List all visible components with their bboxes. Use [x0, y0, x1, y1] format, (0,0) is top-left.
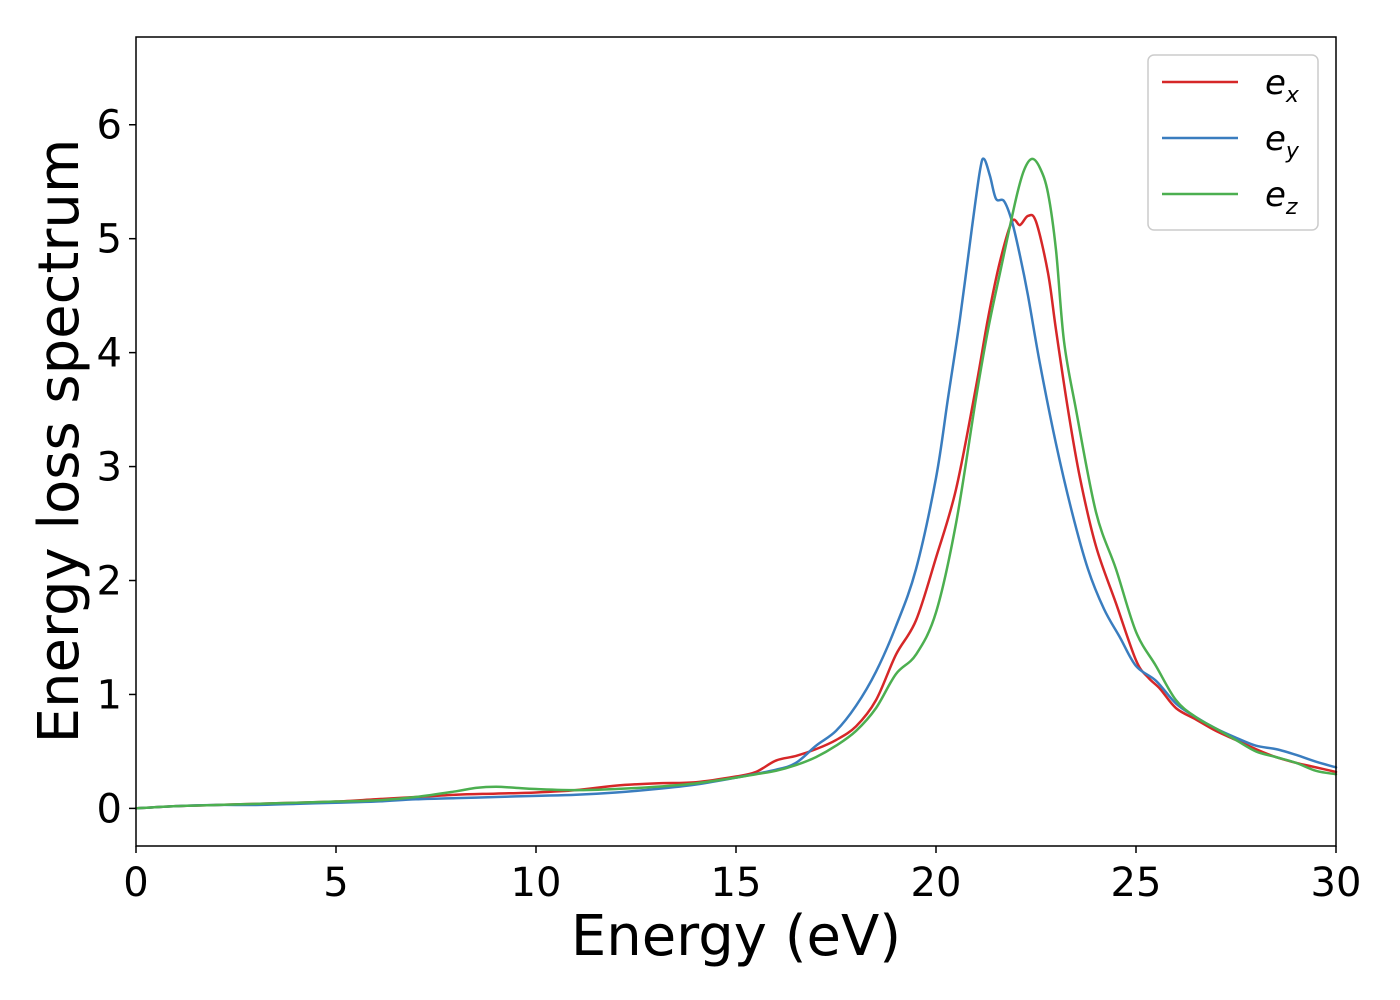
- x-tick-label: 10: [511, 860, 562, 906]
- y-tick-label: 1: [97, 672, 122, 718]
- y-tick-label: 3: [97, 445, 122, 491]
- y-tick-label: 4: [97, 331, 122, 377]
- y-tick-label: 2: [97, 559, 122, 605]
- legend-label-z: ez: [1265, 175, 1298, 220]
- x-tick-label: 15: [711, 860, 762, 906]
- y-tick-label: 0: [97, 786, 122, 832]
- series-line-y: [134, 157, 1338, 810]
- y-axis: 0 1 2 3 4 5 6: [97, 103, 136, 832]
- legend-label-x: ex: [1265, 63, 1300, 108]
- x-axis-label: Energy (eV): [571, 904, 901, 969]
- x-tick-label: 5: [323, 860, 348, 906]
- x-tick-label: 30: [1311, 860, 1362, 906]
- x-tick-label: 25: [1111, 860, 1162, 906]
- legend: ex ey ez: [1147, 54, 1319, 231]
- series-layer: [134, 157, 1338, 810]
- x-tick-label: 20: [911, 860, 962, 906]
- x-tick-label: 0: [123, 860, 148, 906]
- legend-box: [1147, 54, 1319, 231]
- series-line-x: [134, 213, 1338, 810]
- series-line-z: [134, 157, 1338, 810]
- y-tick-label: 6: [97, 103, 122, 149]
- plot-background: [136, 37, 1336, 846]
- x-axis: 0 5 10 15 20 25 30: [123, 846, 1361, 906]
- legend-label-y: ey: [1265, 119, 1300, 164]
- y-axis-label: Energy loss spectrum: [27, 139, 92, 744]
- y-tick-label: 5: [97, 217, 122, 263]
